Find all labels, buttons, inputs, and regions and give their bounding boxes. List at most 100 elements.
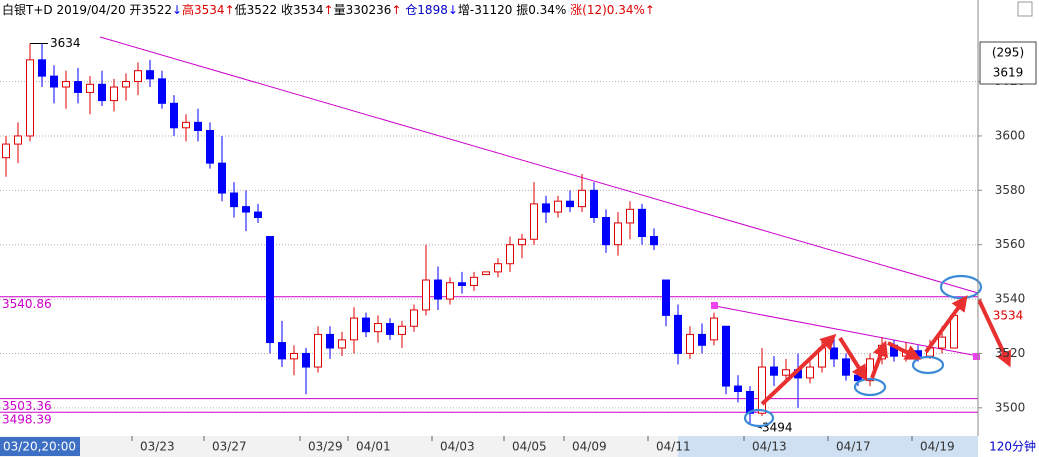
candle-body [602, 217, 610, 246]
cursor-label: (295) [992, 46, 1024, 60]
x-tick-label: 04/19 [920, 440, 955, 454]
circle [743, 408, 775, 428]
candle-body [638, 208, 646, 238]
candle-body [350, 317, 358, 341]
candle-body [746, 391, 754, 414]
candle-body [38, 59, 46, 77]
candle-body [290, 352, 298, 360]
candle-body [194, 121, 202, 131]
candle-body [2, 143, 10, 159]
header-part: ↓ [448, 3, 458, 17]
candle-body [686, 333, 694, 354]
candle-body [770, 366, 778, 376]
cursor-price: 3619 [993, 66, 1024, 80]
candle-body [314, 333, 322, 368]
candle-body [554, 200, 562, 213]
candle-body [110, 86, 118, 102]
candle-body [62, 81, 70, 88]
candle-body [122, 81, 130, 88]
header-part: ↑ [324, 3, 334, 17]
candle-body [338, 339, 346, 349]
arrows [760, 295, 1012, 406]
candle-body [434, 279, 442, 300]
candle-body [146, 70, 154, 80]
x-tick-label: 04/11 [656, 440, 691, 454]
candle-body [14, 135, 22, 145]
candle-body [398, 325, 406, 335]
candle-body [530, 203, 538, 240]
arrow [977, 299, 1012, 368]
marker [711, 302, 718, 309]
candle-body [446, 282, 454, 300]
candle-body [218, 162, 226, 194]
candle-body [938, 336, 946, 349]
candle-body [206, 130, 214, 164]
candle-body [806, 366, 814, 379]
x-tick-label: 04/09 [572, 440, 607, 454]
candle-body [254, 211, 262, 218]
candle-body [134, 70, 142, 83]
candle-body [86, 83, 94, 93]
header-part: 量330236 [334, 3, 392, 17]
x-tick-label: 03/23 [140, 440, 175, 454]
highlights [743, 274, 983, 428]
header-part: 仓1898 [401, 3, 447, 17]
candle-body [578, 189, 586, 208]
period[interactable]: 120分钟 [989, 439, 1036, 454]
x-tick-label: 04/01 [356, 440, 391, 454]
header-part: 增-31120 振0.34% [458, 3, 570, 17]
header-part: 白银T+D 2019/04/20 开3522 [2, 2, 172, 17]
candle-body [650, 236, 658, 246]
y-tick-label: 3580 [995, 183, 1026, 197]
x-tick-label: 04/13 [752, 440, 787, 454]
candle-body [734, 385, 742, 392]
arrow [887, 341, 922, 360]
candle-body [506, 244, 514, 265]
header-part: 高3534 [182, 2, 225, 17]
header-part: ↑ [225, 3, 235, 17]
x-tick-label: 04/17 [836, 440, 871, 454]
last-price: 3534 [993, 309, 1024, 323]
arrow [760, 333, 837, 406]
trend-line [99, 36, 979, 294]
level-label: 3498.39 [2, 413, 52, 427]
candle-body [566, 200, 574, 208]
x-axis: 03/20,20:00 03/23 03/27 03/29 04/01 04/03 04/0… [0, 436, 955, 456]
candle-body [458, 282, 466, 286]
icon[interactable] [1017, 1, 1033, 17]
header-part: ↑ [391, 3, 401, 17]
x-tick-label: 03/27 [212, 440, 247, 454]
cursor-box [979, 41, 1037, 85]
candle-body [50, 75, 58, 88]
candle-body [326, 333, 334, 349]
candle-body [302, 352, 310, 368]
candle-body [278, 342, 286, 360]
candle-body [722, 325, 730, 387]
candle-body [626, 208, 634, 224]
x-tick-label: 04/05 [512, 440, 547, 454]
x-tick-label: 04/03 [440, 440, 475, 454]
candle-body [482, 271, 490, 276]
level-label: 3540.86 [2, 297, 52, 311]
candle-body [170, 102, 178, 129]
candle-body [422, 279, 430, 311]
candle-body [842, 358, 850, 376]
header-part: 涨(12)0.34%↑ [570, 2, 655, 17]
candle-body [158, 78, 166, 104]
low-label: 3494 [762, 421, 793, 435]
header-part: 低3522 收3534 [235, 3, 324, 17]
candle-body [590, 189, 598, 218]
candle-body [74, 81, 82, 93]
candle-body [614, 222, 622, 246]
x-tick-label: 03/20,20:00 [3, 440, 76, 454]
candles: 3634 3494 [2, 36, 958, 435]
candle-body [26, 59, 34, 137]
y-tick-label: 3600 [995, 128, 1026, 142]
x-tick-label: 03/29 [308, 440, 343, 454]
x-axis-highlight [678, 436, 978, 457]
candle-body [698, 333, 706, 346]
candle-body [230, 192, 238, 208]
candle-body [386, 323, 394, 335]
candle-body [470, 276, 478, 286]
